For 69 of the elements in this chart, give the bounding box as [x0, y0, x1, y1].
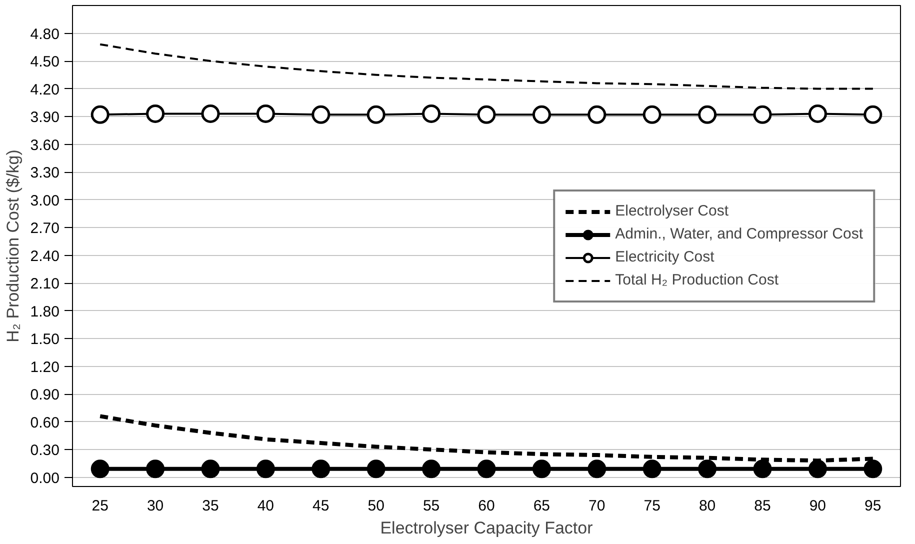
- line-series: [99, 43, 874, 90]
- x-tick-label: 55: [422, 498, 440, 514]
- x-tick-label: 60: [478, 498, 495, 514]
- x-tick-label: 70: [588, 498, 606, 514]
- point: [532, 105, 551, 124]
- point: [588, 460, 606, 478]
- y-tick-label: 2.70: [30, 220, 60, 237]
- y-tick-label: 1.20: [30, 358, 60, 376]
- legend-label: Total H₂ Production Cost: [615, 272, 779, 288]
- y-tick-label: 0.60: [30, 414, 60, 432]
- y-tick-label: 1.80: [30, 303, 60, 320]
- x-tick-label: 65: [533, 498, 550, 514]
- y-tick-label: 0.90: [30, 386, 60, 404]
- point: [642, 460, 662, 478]
- point: [864, 460, 882, 478]
- y-tick-label: 3.00: [30, 192, 60, 210]
- y-axis-title: H₂ Production Cost ($/kg): [3, 150, 22, 342]
- point: [588, 105, 606, 124]
- point: [698, 105, 717, 124]
- point: [698, 460, 717, 478]
- x-tick-label: 80: [698, 498, 716, 514]
- point: [201, 104, 220, 123]
- y-tick-label: 1.50: [30, 331, 60, 348]
- y-tick-label: 4.80: [30, 26, 60, 43]
- legend-label: Electricity Cost: [615, 248, 714, 266]
- legend-label: Electrolyser Cost: [615, 202, 728, 220]
- point: [201, 460, 220, 478]
- x-tick-label: 45: [312, 498, 330, 514]
- point: [90, 105, 110, 124]
- point: [256, 460, 275, 478]
- point: [366, 105, 386, 124]
- y-tick-label: 2.40: [30, 248, 60, 265]
- point: [477, 460, 496, 478]
- legend-label: Admin., Water, and Compressor Cost: [615, 226, 863, 242]
- y-tick-label: 2.10: [30, 276, 60, 292]
- y-tick-label: 3.60: [30, 136, 60, 154]
- y-tick-label: 0.30: [30, 442, 60, 459]
- point: [146, 104, 165, 123]
- point: [753, 105, 772, 124]
- x-tick-label: 35: [202, 498, 219, 514]
- point: [532, 460, 551, 478]
- y-tick-label: 0.00: [30, 470, 60, 487]
- y-tick-label: 3.90: [30, 109, 60, 126]
- point: [477, 105, 496, 124]
- point: [808, 104, 827, 123]
- x-tick-label: 75: [644, 498, 660, 514]
- point: [366, 460, 386, 478]
- point: [256, 104, 275, 123]
- y-tick-label: 4.50: [30, 54, 60, 70]
- point: [864, 105, 882, 124]
- point: [808, 460, 827, 478]
- x-tick-label: 40: [257, 498, 274, 514]
- x-tick-label: 30: [146, 498, 164, 514]
- x-tick-label: 50: [368, 498, 384, 514]
- x-tick-label: 25: [92, 498, 108, 514]
- x-axis-title: Electrolyser Capacity Factor: [380, 518, 594, 538]
- x-tick-label: 85: [754, 498, 771, 514]
- point: [753, 460, 772, 478]
- x-tick-label: 95: [864, 498, 882, 514]
- x-tick-label: 90: [809, 498, 826, 514]
- y-tick-label: 3.30: [30, 164, 60, 182]
- y-tick-label: 4.20: [30, 81, 60, 98]
- point: [312, 105, 330, 124]
- point: [312, 460, 330, 478]
- point: [90, 460, 110, 478]
- point: [642, 105, 662, 124]
- point: [422, 104, 441, 123]
- point: [146, 460, 165, 478]
- point: [422, 460, 441, 478]
